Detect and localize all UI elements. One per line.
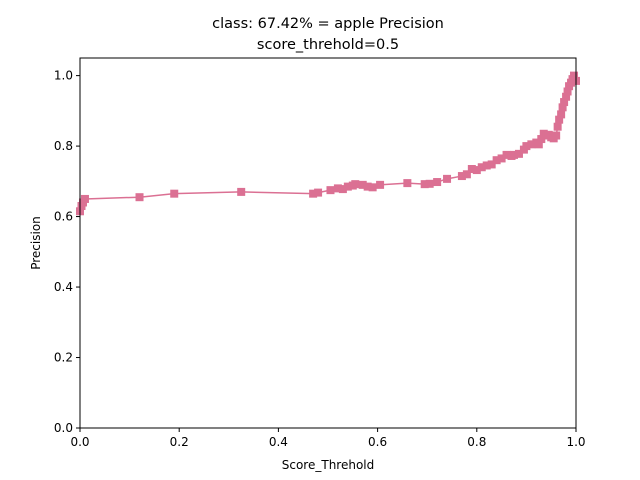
x-tick-label: 0.8 bbox=[467, 435, 486, 449]
x-tick-label: 0.2 bbox=[170, 435, 189, 449]
data-point-marker bbox=[80, 194, 89, 203]
data-point-marker bbox=[433, 178, 442, 187]
data-point-marker bbox=[487, 160, 496, 169]
data-point-marker bbox=[443, 174, 452, 183]
data-point-marker bbox=[552, 131, 561, 140]
data-point-marker bbox=[343, 182, 352, 191]
axes-frame bbox=[79, 57, 577, 429]
data-point-marker bbox=[557, 110, 566, 119]
chart-title-line-1: class: 67.42% = apple Precision bbox=[212, 16, 444, 32]
data-point-marker bbox=[237, 187, 246, 196]
y-tick-label: 0.0 bbox=[54, 421, 73, 435]
x-tick-label: 0.0 bbox=[70, 435, 89, 449]
data-point-marker bbox=[562, 92, 571, 101]
data-point-marker bbox=[534, 140, 543, 149]
data-point-marker bbox=[462, 170, 471, 179]
data-point-marker bbox=[363, 182, 372, 191]
y-tick-label: 0.2 bbox=[54, 351, 73, 365]
data-point-marker bbox=[477, 163, 486, 172]
data-point-marker bbox=[472, 166, 481, 175]
axis-ticks: 0.0 0.2 0.4 0.6 0.8 1.0 0.0 0.2 0.4 0.6 0.8 1.0 bbox=[54, 69, 586, 449]
data-point-marker bbox=[527, 140, 536, 149]
data-point-marker bbox=[170, 189, 179, 198]
data-point-marker bbox=[425, 179, 434, 188]
x-tick-label: 0.6 bbox=[368, 435, 387, 449]
data-point-marker bbox=[537, 135, 546, 144]
data-point-marker bbox=[326, 186, 335, 195]
x-tick-label: 1.0 bbox=[566, 435, 585, 449]
data-point-marker bbox=[403, 179, 412, 188]
data-point-marker bbox=[135, 193, 144, 202]
data-point-marker bbox=[497, 154, 506, 163]
chart-title-line-2: score_threhold=0.5 bbox=[257, 37, 399, 53]
data-point-marker bbox=[553, 122, 562, 131]
data-point-marker bbox=[314, 188, 323, 197]
data-point-marker bbox=[522, 142, 531, 151]
data-point-marker bbox=[555, 115, 564, 124]
data-point-marker bbox=[502, 150, 511, 159]
data-point-marker bbox=[492, 156, 501, 165]
y-tick-label: 1.0 bbox=[54, 69, 73, 83]
data-point-marker bbox=[467, 165, 476, 173]
data-point-marker bbox=[558, 103, 567, 112]
data-point-marker bbox=[309, 189, 318, 198]
data-point-marker bbox=[351, 180, 360, 189]
data-point-marker bbox=[420, 180, 429, 189]
y-tick-label: 0.4 bbox=[54, 280, 73, 294]
data-point-marker bbox=[333, 184, 342, 193]
data-point-marker bbox=[510, 150, 518, 159]
data-point-marker bbox=[338, 185, 347, 194]
data-point-marker bbox=[358, 180, 367, 189]
data-point-marker bbox=[514, 149, 523, 158]
data-point-marker bbox=[560, 98, 569, 107]
data-point-marker bbox=[368, 183, 377, 192]
y-tick-label: 0.8 bbox=[54, 139, 73, 153]
data-point-marker bbox=[376, 180, 385, 189]
y-axis-label: Precision bbox=[29, 216, 43, 270]
data-point-marker bbox=[570, 71, 579, 80]
data-point-marker bbox=[482, 161, 491, 170]
y-tick-label: 0.6 bbox=[54, 210, 73, 224]
data-point-marker bbox=[457, 172, 466, 181]
x-tick-label: 0.4 bbox=[269, 435, 288, 449]
plot-area bbox=[76, 71, 580, 216]
x-axis-label: Score_Threhold bbox=[282, 458, 375, 472]
data-point-marker bbox=[563, 87, 572, 96]
